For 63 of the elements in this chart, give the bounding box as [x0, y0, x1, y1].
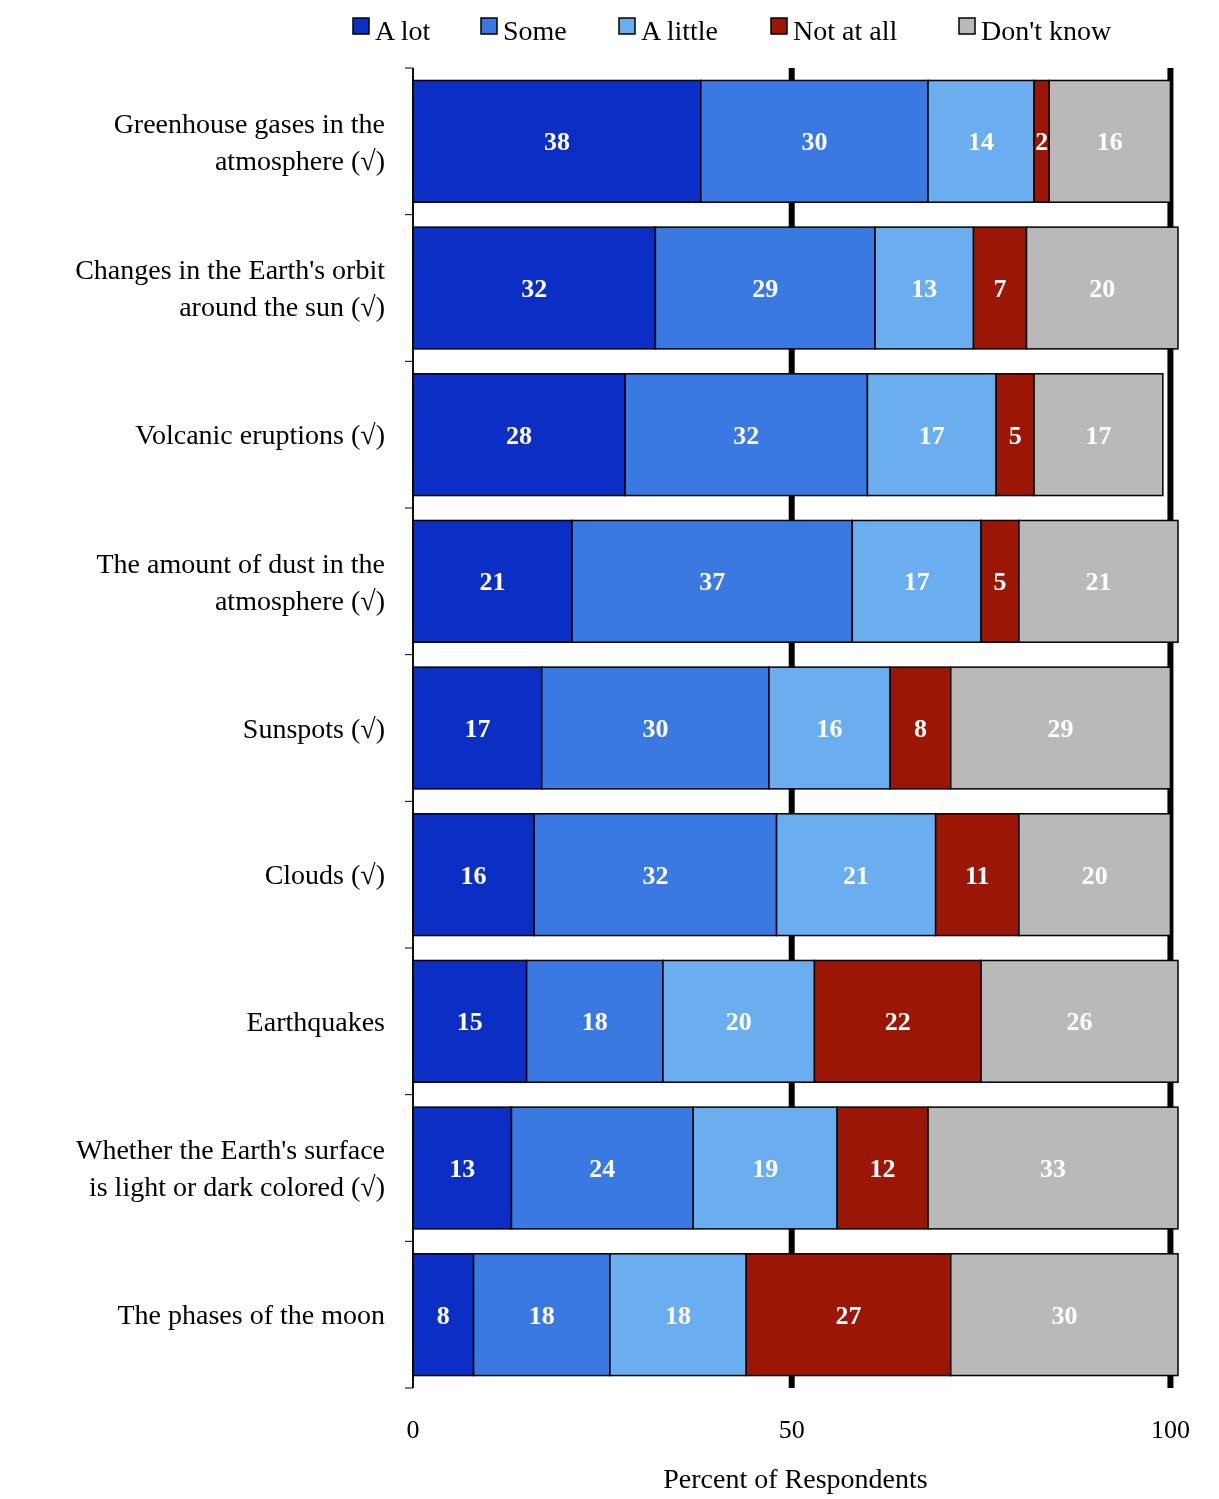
data-label: 5	[1008, 420, 1022, 450]
y-tick-label: Volcanic eruptions (√)	[135, 419, 385, 451]
data-label: 29	[752, 274, 779, 304]
data-label: 33	[1040, 1154, 1067, 1184]
data-label: 32	[521, 274, 548, 304]
data-label: 15	[456, 1007, 483, 1037]
data-label: 17	[918, 420, 945, 450]
y-tick-label: Sunspots (√)	[242, 712, 385, 744]
data-label: 11	[964, 860, 990, 890]
data-label: 12	[869, 1154, 896, 1184]
data-label: 27	[835, 1300, 862, 1330]
y-tick-label: The phases of the moon	[117, 1299, 385, 1331]
data-label: 22	[884, 1007, 911, 1037]
data-label: 24	[589, 1154, 616, 1184]
data-label: 32	[642, 860, 669, 890]
data-label: 32	[733, 420, 760, 450]
x-axis-title: Percent of Respondents	[663, 1463, 928, 1494]
x-tick-label: 50	[778, 1415, 805, 1444]
data-label: 16	[816, 714, 843, 744]
y-tick-label: Clouds (√)	[264, 859, 385, 891]
data-label: 37	[699, 567, 726, 597]
x-tick-label: 0	[406, 1415, 420, 1444]
data-label: 20	[725, 1007, 752, 1037]
data-label: 5	[993, 567, 1007, 597]
data-label: 14	[968, 127, 995, 157]
y-tick-label: Earthquakes	[246, 1006, 385, 1038]
data-label: 21	[843, 860, 870, 890]
data-label: 16	[460, 860, 487, 890]
data-label: 7	[993, 274, 1007, 304]
y-tick-label: Greenhouse gases in the atmosphere (√)	[113, 107, 385, 176]
y-tick-label: Changes in the Earth's orbit around the sun (√)	[75, 254, 386, 323]
x-tick-label: 100	[1150, 1415, 1190, 1444]
data-label: 30	[801, 127, 828, 157]
data-label: 18	[528, 1300, 555, 1330]
legend-label: A lot	[375, 15, 431, 46]
data-label: 30	[1051, 1300, 1078, 1330]
data-label: 26	[1066, 1007, 1093, 1037]
legend-label: Not at all	[793, 15, 898, 46]
data-label: 2	[1035, 127, 1049, 157]
data-label: 29	[1047, 714, 1074, 744]
y-tick-label: The amount of dust in the atmosphere (√)	[96, 547, 385, 616]
data-label: 19	[752, 1154, 779, 1184]
data-label: 8	[913, 714, 927, 744]
legend-label: Some	[503, 15, 567, 46]
data-label: 28	[506, 420, 533, 450]
y-tick-label: Whether the Earth's surface is light or dark colored (√)	[76, 1134, 385, 1203]
data-label: 17	[464, 714, 491, 744]
legend-label: Don't know	[981, 15, 1113, 46]
data-label: 13	[449, 1154, 476, 1184]
data-label: 16	[1096, 127, 1123, 157]
data-label: 18	[581, 1007, 608, 1037]
data-label: 13	[911, 274, 938, 304]
data-label: 8	[436, 1300, 450, 1330]
data-label: 17	[1085, 420, 1112, 450]
data-label: 17	[903, 567, 930, 597]
data-label: 20	[1089, 274, 1116, 304]
legend-label: A little	[641, 15, 718, 46]
data-label: 38	[543, 127, 570, 157]
data-label: 20	[1081, 860, 1108, 890]
data-label: 18	[665, 1300, 692, 1330]
data-label: 21	[1085, 567, 1112, 597]
data-label: 30	[642, 714, 669, 744]
data-label: 21	[479, 567, 506, 597]
